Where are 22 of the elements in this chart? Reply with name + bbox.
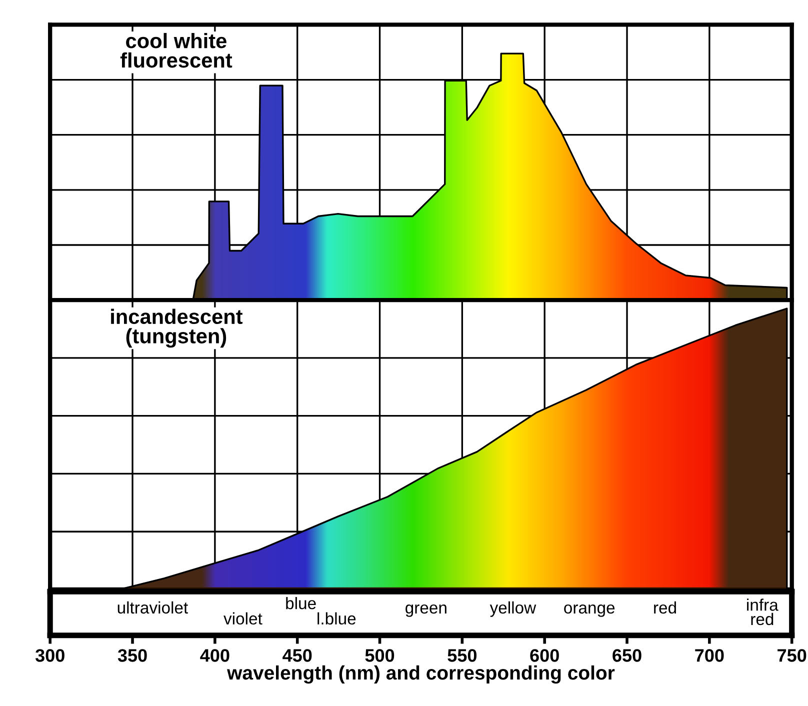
text: l.blue: [318, 612, 356, 625]
chart-title: incandescent (tungsten): [111, 308, 243, 348]
x-tick-label: 300: [35, 649, 64, 662]
x-tick-label: 650: [612, 649, 642, 662]
text: green: [406, 604, 446, 617]
x-tick-label: 600: [530, 649, 559, 662]
text: violet: [224, 612, 262, 625]
chart-title: cool white fluorescent: [120, 32, 232, 68]
x-tick-label: 450: [282, 649, 312, 662]
text: ultraviolet: [118, 601, 188, 614]
x-axis-title: wavelength (nm) and corresponding color: [227, 665, 615, 684]
text: infra red: [747, 598, 778, 626]
text: yellow: [490, 601, 536, 617]
text: blue: [286, 596, 316, 610]
text: orange: [564, 604, 615, 617]
x-tick-label: 700: [695, 649, 724, 662]
x-tick-label: 550: [448, 649, 476, 662]
text: red: [654, 601, 676, 614]
x-tick-label: 350: [118, 649, 147, 662]
x-tick-label: 400: [200, 649, 230, 662]
x-tick-label: 750: [778, 649, 806, 662]
x-tick-label: 500: [365, 649, 394, 662]
